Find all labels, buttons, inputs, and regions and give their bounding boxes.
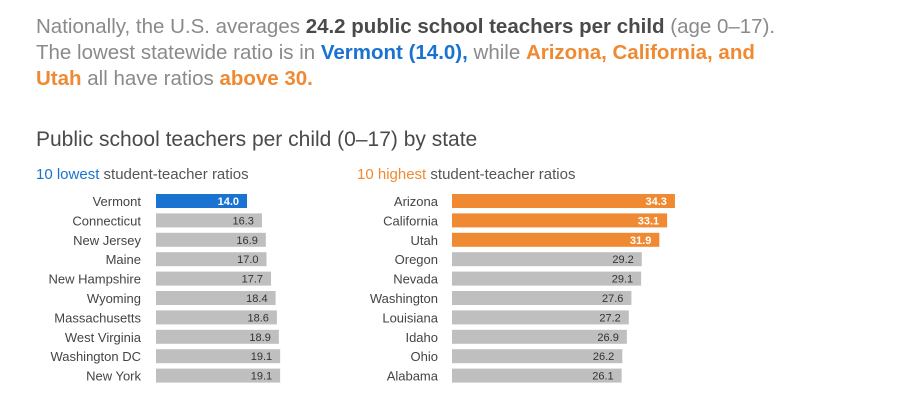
highest-category-label: Washington [370, 291, 438, 306]
bar-charts: Vermont 14.0 Connecticut 16.3 New Jersey 16.9… [49, 194, 675, 384]
chart-title: Public school teachers per child (0–17) … [36, 128, 478, 151]
lowest-value-label: 18.4 [246, 293, 267, 305]
lowest-value-label: 16.3 [233, 215, 254, 227]
highest-bar [452, 213, 668, 228]
intro-text-2c: while [467, 41, 526, 64]
highest-bar [452, 368, 622, 383]
vermont-highlight: Vermont (14.0), [320, 41, 468, 64]
above-30-highlight: above 30. [219, 67, 313, 90]
highest-bar [452, 271, 642, 286]
lowest-value-label: 16.9 [236, 235, 257, 247]
highest-panel-title-highlight: 10 highest [357, 166, 427, 183]
lowest-bar [156, 194, 247, 208]
lowest-value-label: 18.9 [249, 332, 270, 344]
intro-text-3b: all have ratios [81, 67, 220, 90]
lowest-category-label: Connecticut [72, 213, 141, 228]
intro-line-3: Utah all have ratios above 30. [36, 66, 906, 92]
highest-value-label: 27.2 [599, 312, 620, 324]
lowest-bar [156, 252, 267, 267]
highest-value-label: 26.1 [592, 371, 613, 383]
intro-text-1a: Nationally, the U.S. averages [36, 15, 306, 38]
highest-category-label: California [383, 213, 439, 228]
lowest-category-label: Wyoming [87, 291, 141, 306]
highest-category-label: Arizona [394, 194, 439, 209]
highest-category-label: Nevada [393, 272, 439, 287]
lowest-panel-title: 10 lowest student-teacher ratios [36, 166, 249, 183]
intro-text-2a: The lowest statewide ratio is in [36, 41, 321, 64]
lowest-panel-title-highlight: 10 lowest [36, 166, 100, 183]
intro-line-1: Nationally, the U.S. averages 24.2 publi… [36, 14, 906, 40]
lowest-category-label: Washington DC [50, 349, 141, 364]
lowest-category-label: Maine [106, 252, 141, 267]
highest-value-label: 33.1 [638, 215, 659, 227]
highest-bar [452, 310, 629, 325]
national-average-highlight: 24.2 public school teachers per child [305, 15, 665, 38]
highest-category-label: Oregon [395, 252, 438, 267]
highest-value-label: 26.2 [593, 351, 614, 363]
lowest-value-label: 19.1 [251, 371, 272, 383]
highest-panel-title-rest: student-teacher ratios [426, 166, 576, 183]
highest-category-label: Alabama [387, 369, 439, 384]
highest-value-label: 29.1 [612, 274, 633, 286]
highest-bar [452, 291, 632, 305]
highest-states-highlight: Arizona, California, and [525, 41, 755, 64]
highest-bar [452, 349, 623, 364]
highest-category-label: Utah [411, 233, 438, 248]
lowest-bar [156, 368, 281, 383]
lowest-category-label: New York [86, 369, 141, 384]
highest-value-label: 34.3 [646, 196, 667, 208]
lowest-value-label: 19.1 [251, 351, 272, 363]
lowest-category-label: New Jersey [73, 233, 141, 248]
utah-highlight: Utah [36, 67, 82, 90]
lowest-category-label: Massachusetts [54, 310, 141, 325]
lowest-bar [156, 232, 266, 247]
highest-category-label: Louisiana [382, 310, 438, 325]
lowest-bar [156, 271, 272, 286]
lowest-bar [156, 213, 262, 228]
intro-text-1c: (age 0–17). [664, 15, 776, 38]
highest-bar [452, 329, 627, 344]
lowest-value-label: 17.7 [242, 274, 263, 286]
highest-bar [452, 232, 660, 247]
lowest-bar [156, 291, 276, 305]
highest-category-label: Idaho [405, 330, 438, 345]
lowest-bar [156, 349, 281, 364]
highest-bar [452, 252, 642, 267]
intro-line-2: The lowest statewide ratio is in Vermont… [36, 40, 906, 66]
lowest-value-label: 18.6 [247, 312, 268, 324]
lowest-panel-title-rest: student-teacher ratios [99, 166, 249, 183]
intro-text: Nationally, the U.S. averages 24.2 publi… [36, 14, 906, 92]
highest-value-label: 29.2 [612, 254, 633, 266]
highest-panel-title: 10 highest student-teacher ratios [357, 166, 575, 183]
lowest-bar [156, 329, 279, 344]
highest-value-label: 31.9 [630, 235, 651, 247]
highest-value-label: 27.6 [602, 293, 623, 305]
lowest-bar [156, 310, 277, 325]
highest-category-label: Ohio [411, 349, 438, 364]
lowest-category-label: West Virginia [65, 330, 142, 345]
highest-bar [452, 194, 675, 208]
lowest-value-label: 14.0 [218, 196, 239, 208]
lowest-value-label: 17.0 [237, 254, 258, 266]
highest-value-label: 26.9 [597, 332, 618, 344]
lowest-category-label: New Hampshire [49, 272, 141, 287]
lowest-category-label: Vermont [93, 194, 142, 209]
